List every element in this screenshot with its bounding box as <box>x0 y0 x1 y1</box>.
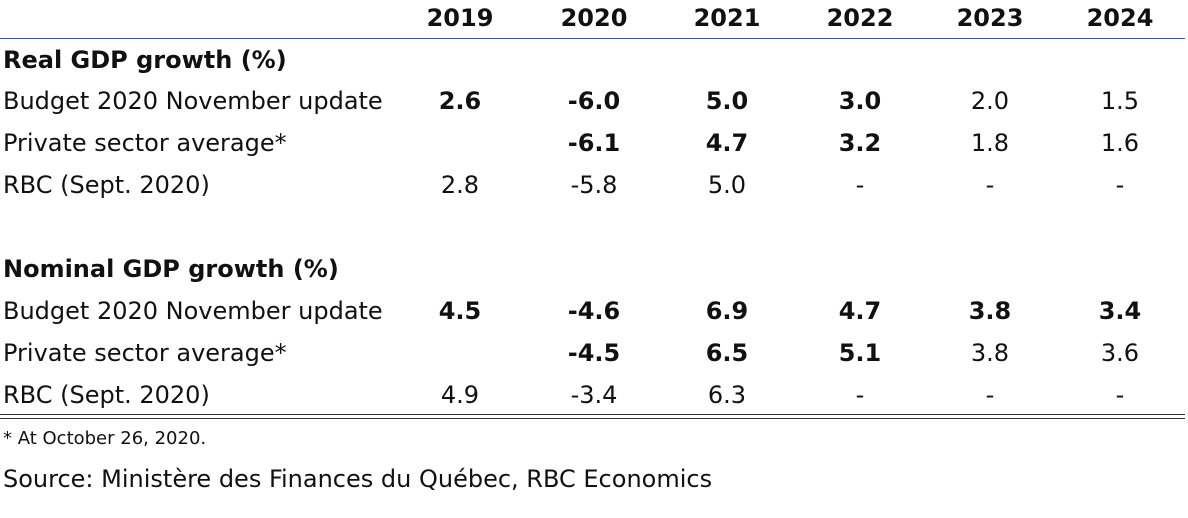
value-cell: -6.0 <box>567 87 621 115</box>
year-header-row: 2019 2020 2021 2022 2023 2024 <box>0 0 1188 38</box>
row-label: Private sector average* <box>3 339 287 367</box>
table-row: Private sector average* -4.5 6.5 5.1 3.8… <box>0 333 1188 373</box>
value-cell: 5.1 <box>838 339 882 367</box>
table-row: RBC (Sept. 2020) 4.9 -3.4 6.3 - - - <box>0 375 1188 415</box>
section-title-row: Real GDP growth (%) <box>0 40 1188 80</box>
value-cell: - <box>855 171 865 199</box>
value-cell: 3.8 <box>970 339 1010 367</box>
header-divider <box>0 38 1185 39</box>
value-cell: 4.7 <box>838 297 882 325</box>
row-label: Budget 2020 November update <box>3 297 383 325</box>
value-cell: 2.6 <box>438 87 482 115</box>
value-cell: 1.5 <box>1100 87 1140 115</box>
value-cell: 3.2 <box>838 129 882 157</box>
table-row: Private sector average* -6.1 4.7 3.2 1.8… <box>0 123 1188 163</box>
value-cell: -4.5 <box>567 339 621 367</box>
value-cell: - <box>985 381 995 409</box>
value-cell: -5.8 <box>570 171 618 199</box>
section-title: Nominal GDP growth (%) <box>3 255 339 283</box>
table-row: Budget 2020 November update 2.6 -6.0 5.0… <box>0 81 1188 121</box>
value-cell: 6.9 <box>705 297 749 325</box>
value-cell: -3.4 <box>570 381 618 409</box>
table-bottom-rule <box>0 414 1185 415</box>
footnote: * At October 26, 2020. <box>3 428 207 449</box>
source-note: Source: Ministère des Finances du Québec… <box>3 465 713 493</box>
value-cell: 2.0 <box>970 87 1010 115</box>
row-label: RBC (Sept. 2020) <box>3 381 210 409</box>
value-cell: 1.8 <box>970 129 1010 157</box>
value-cell: - <box>1115 171 1125 199</box>
value-cell: 1.6 <box>1100 129 1140 157</box>
row-label: Private sector average* <box>3 129 287 157</box>
section-title-row: Nominal GDP growth (%) <box>0 249 1188 289</box>
value-cell: 3.8 <box>968 297 1012 325</box>
year-header: 2021 <box>693 4 761 32</box>
row-label: Budget 2020 November update <box>3 87 383 115</box>
value-cell: 5.0 <box>707 171 747 199</box>
value-cell: 3.0 <box>838 87 882 115</box>
value-cell: -4.6 <box>567 297 621 325</box>
year-header: 2020 <box>560 4 628 32</box>
value-cell: 2.8 <box>440 171 480 199</box>
value-cell: 3.6 <box>1100 339 1140 367</box>
value-cell: - <box>1115 381 1125 409</box>
year-header: 2019 <box>426 4 494 32</box>
value-cell: 4.9 <box>440 381 480 409</box>
table-bottom-rule <box>0 418 1185 419</box>
year-header: 2024 <box>1086 4 1154 32</box>
value-cell: 6.3 <box>707 381 747 409</box>
year-header: 2022 <box>826 4 894 32</box>
year-header: 2023 <box>956 4 1024 32</box>
value-cell: 4.5 <box>438 297 482 325</box>
value-cell: -6.1 <box>567 129 621 157</box>
value-cell: 5.0 <box>705 87 749 115</box>
row-label: RBC (Sept. 2020) <box>3 171 210 199</box>
value-cell: 3.4 <box>1098 297 1142 325</box>
value-cell: 6.5 <box>705 339 749 367</box>
table-row: Budget 2020 November update 4.5 -4.6 6.9… <box>0 291 1188 331</box>
value-cell: - <box>985 171 995 199</box>
table-row: RBC (Sept. 2020) 2.8 -5.8 5.0 - - - <box>0 165 1188 205</box>
value-cell: 4.7 <box>705 129 749 157</box>
value-cell: - <box>855 381 865 409</box>
section-title: Real GDP growth (%) <box>3 46 287 74</box>
